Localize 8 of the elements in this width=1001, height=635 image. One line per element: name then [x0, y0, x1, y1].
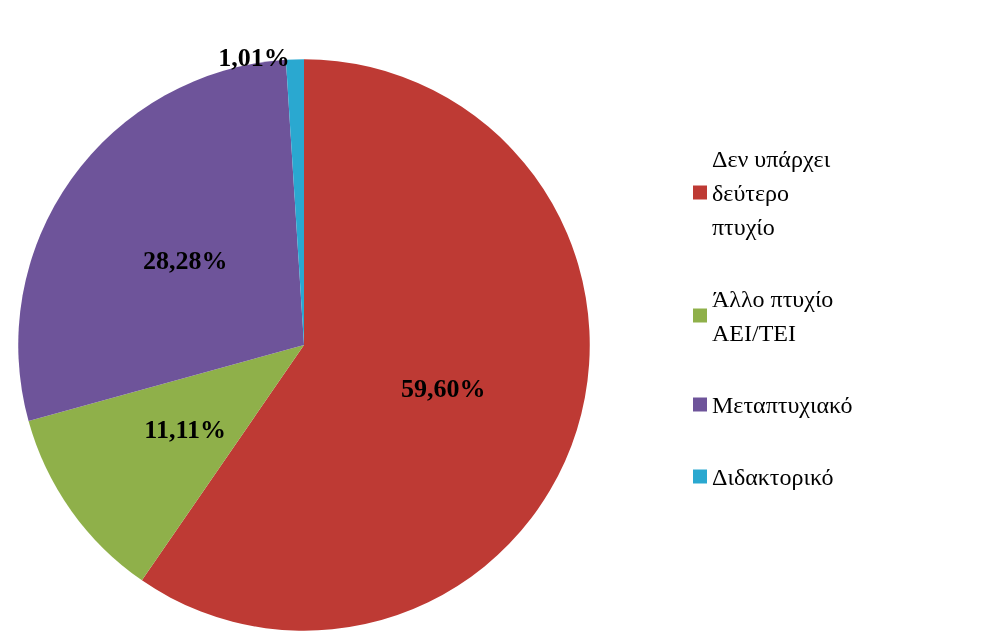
legend-label: Διδακτορικό: [712, 463, 834, 490]
data-label: 28,28%: [142, 245, 228, 275]
data-label: 11,11%: [144, 415, 226, 445]
legend-label: Μεταπτυχιακό: [712, 391, 853, 418]
legend-label: Άλλο πτυχίο ΑΕΙ/ΤΕΙ: [712, 285, 840, 346]
data-label: 59,60%: [401, 373, 486, 403]
data-label: 1,01%: [218, 42, 290, 72]
legend-label: Δεν υπάρχει δεύτερο πτυχίο: [712, 145, 837, 240]
